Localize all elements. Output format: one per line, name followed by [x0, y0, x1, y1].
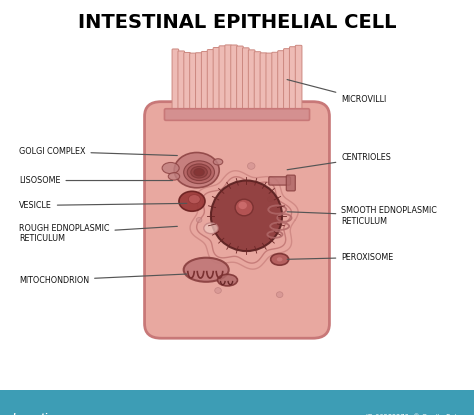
FancyBboxPatch shape — [201, 51, 208, 115]
FancyBboxPatch shape — [196, 53, 202, 115]
Text: INTESTINAL EPITHELIAL CELL: INTESTINAL EPITHELIAL CELL — [78, 13, 396, 32]
Ellipse shape — [168, 173, 180, 180]
Circle shape — [276, 292, 283, 298]
FancyBboxPatch shape — [295, 45, 302, 115]
Ellipse shape — [213, 159, 223, 165]
Ellipse shape — [188, 195, 200, 204]
FancyBboxPatch shape — [225, 45, 231, 115]
FancyBboxPatch shape — [207, 49, 214, 115]
Text: VESICLE: VESICLE — [19, 201, 187, 210]
Ellipse shape — [218, 274, 237, 286]
Circle shape — [247, 163, 255, 169]
FancyBboxPatch shape — [272, 52, 278, 115]
Ellipse shape — [187, 164, 211, 181]
Circle shape — [196, 217, 202, 222]
FancyBboxPatch shape — [237, 46, 243, 115]
Ellipse shape — [238, 202, 247, 209]
FancyBboxPatch shape — [269, 177, 291, 185]
Text: PEROXISOME: PEROXISOME — [287, 253, 393, 262]
FancyBboxPatch shape — [254, 52, 261, 115]
FancyBboxPatch shape — [248, 50, 255, 115]
Ellipse shape — [204, 223, 218, 234]
Ellipse shape — [184, 258, 228, 282]
FancyBboxPatch shape — [231, 45, 237, 115]
FancyBboxPatch shape — [213, 47, 220, 115]
Ellipse shape — [211, 181, 282, 251]
Ellipse shape — [174, 153, 219, 188]
FancyBboxPatch shape — [164, 109, 310, 120]
FancyBboxPatch shape — [145, 102, 329, 338]
FancyBboxPatch shape — [178, 51, 184, 115]
Text: ROUGH EDNOPLASMIC
RETICULUM: ROUGH EDNOPLASMIC RETICULUM — [19, 224, 177, 243]
Circle shape — [215, 288, 221, 293]
FancyBboxPatch shape — [283, 49, 290, 115]
Text: CENTRIOLES: CENTRIOLES — [287, 153, 391, 170]
FancyBboxPatch shape — [172, 49, 179, 115]
Text: MICROVILLI: MICROVILLI — [287, 80, 386, 104]
Text: MITOCHONDRION: MITOCHONDRION — [19, 274, 187, 285]
Ellipse shape — [183, 161, 214, 184]
FancyBboxPatch shape — [278, 51, 284, 115]
Ellipse shape — [271, 254, 289, 265]
Text: GOLGI COMPLEX: GOLGI COMPLEX — [19, 147, 177, 156]
Ellipse shape — [277, 257, 283, 261]
FancyBboxPatch shape — [0, 390, 474, 415]
FancyBboxPatch shape — [219, 46, 226, 115]
FancyBboxPatch shape — [184, 52, 191, 115]
FancyBboxPatch shape — [266, 53, 273, 115]
FancyBboxPatch shape — [286, 175, 295, 191]
Text: dreamstime.com: dreamstime.com — [9, 413, 82, 415]
Ellipse shape — [179, 191, 205, 211]
FancyBboxPatch shape — [260, 53, 267, 115]
FancyBboxPatch shape — [243, 48, 249, 115]
Circle shape — [267, 197, 273, 202]
FancyBboxPatch shape — [190, 53, 196, 115]
Text: ID 66289270  © Gunita Reine: ID 66289270 © Gunita Reine — [365, 414, 465, 415]
FancyBboxPatch shape — [290, 47, 296, 115]
Text: LISOSOME: LISOSOME — [19, 176, 173, 185]
Ellipse shape — [194, 168, 204, 176]
Text: SMOOTH EDNOPLASMIC
RETICULUM: SMOOTH EDNOPLASMIC RETICULUM — [287, 206, 437, 225]
Ellipse shape — [235, 199, 253, 216]
Ellipse shape — [162, 162, 179, 173]
Ellipse shape — [191, 166, 207, 178]
